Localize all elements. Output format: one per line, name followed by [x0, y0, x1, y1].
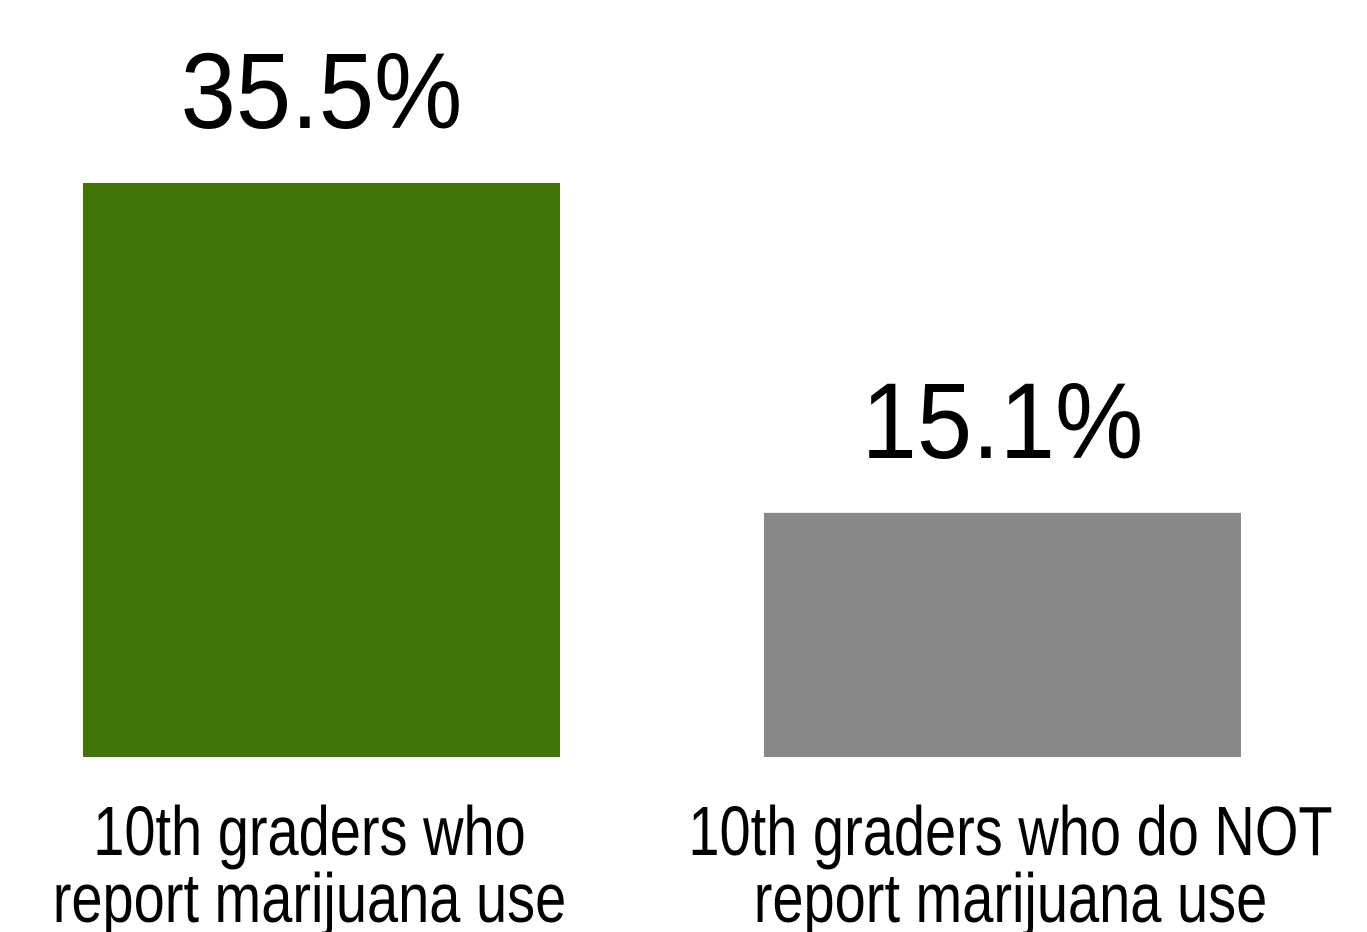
category-label-line: report marijuana use [754, 860, 1268, 932]
category-label-line: 10th graders who do NOT [688, 793, 1332, 870]
category-label-line: 10th graders who [93, 793, 526, 870]
value-label: 15.1% [862, 360, 1144, 481]
category-label-line: report marijuana use [53, 860, 567, 932]
bar [83, 183, 560, 757]
value-label-group: 35.5% [181, 30, 463, 151]
value-label: 35.5% [181, 30, 463, 151]
bar [764, 512, 1241, 757]
value-label-group: 15.1% [862, 360, 1144, 481]
